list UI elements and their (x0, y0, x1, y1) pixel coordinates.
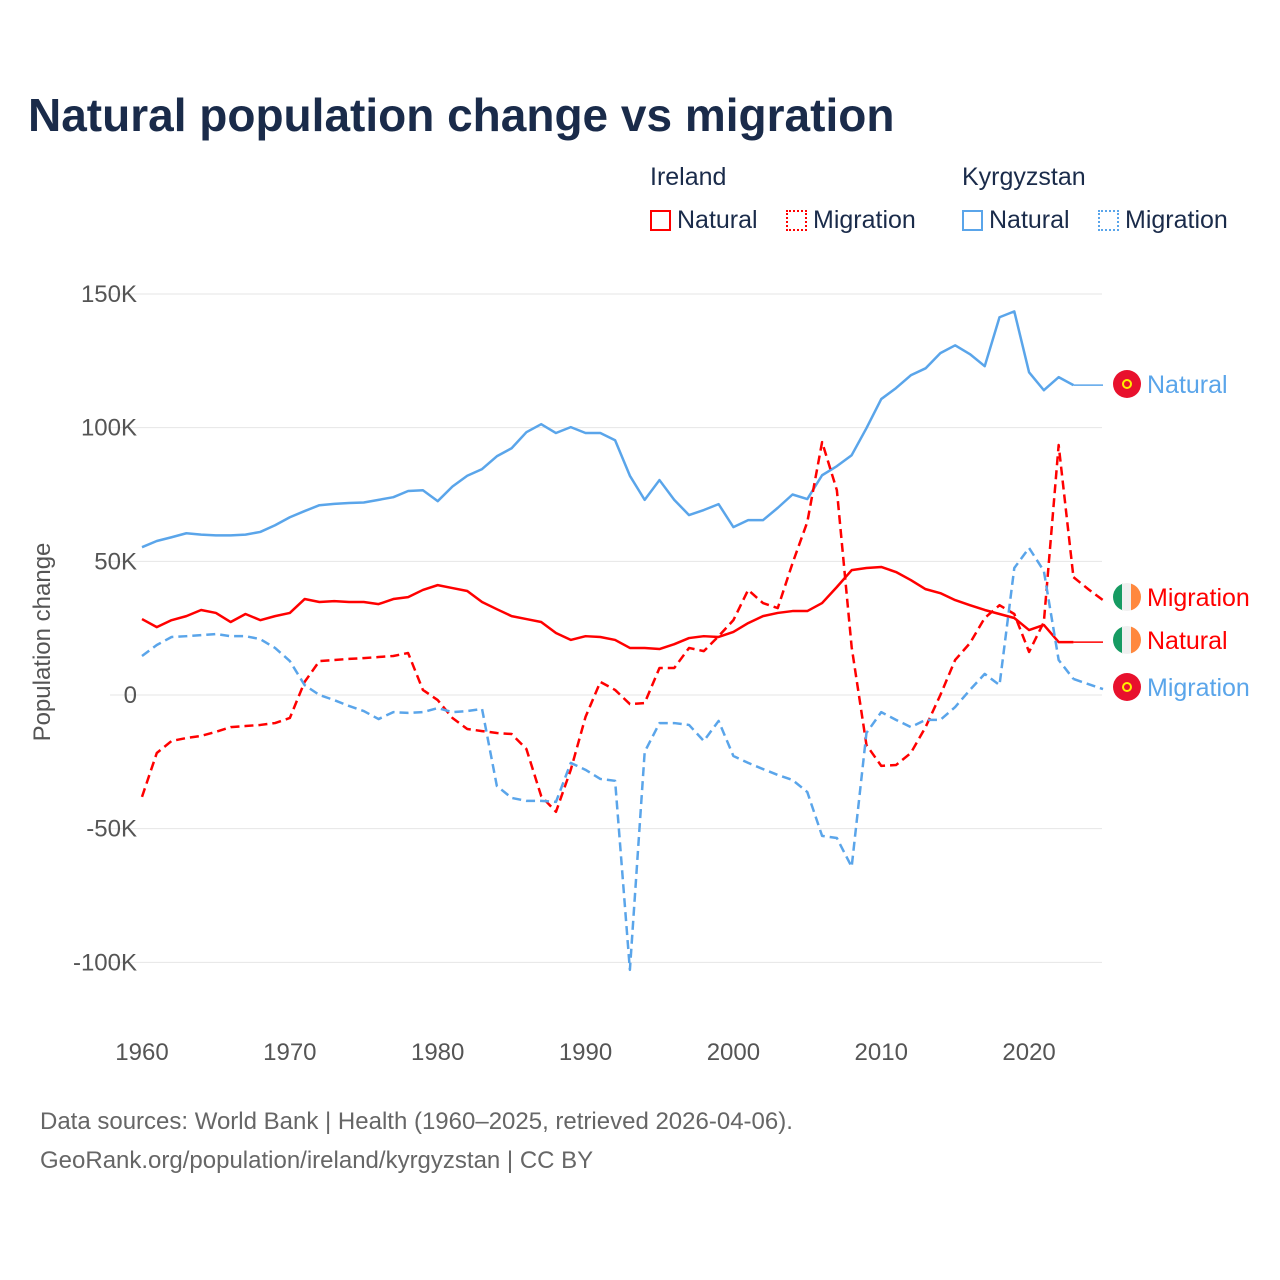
legend-label: Natural (677, 206, 758, 234)
chart-title: Natural population change vs migration (28, 89, 895, 141)
legend-kyrgyzstan-migration[interactable]: Migration (1098, 206, 1228, 235)
y-axis-label: Population change (29, 543, 56, 742)
legend-ireland-natural[interactable]: Natural (650, 206, 758, 235)
legend-ireland-migration[interactable]: Migration (786, 206, 916, 235)
x-tick-label: 2010 (855, 1039, 908, 1066)
legend-swatch-dotted (1098, 210, 1119, 231)
ireland-flag-icon (1113, 583, 1141, 611)
end-label: Migration (1147, 584, 1250, 612)
y-tick-label: -50K (86, 816, 137, 843)
series-line-ireland-natural (141, 565, 1074, 651)
plot-area: 150K 100K 50K 0 -50K -100K 1960 1970 1980 1990 200… (29, 281, 1250, 1066)
kyrgyzstan-flag-icon (1113, 673, 1141, 701)
legend-label: Natural (989, 206, 1070, 234)
legend-label: Migration (1125, 206, 1228, 234)
series-line-kyrgyzstan-migration (141, 546, 1075, 972)
y-tick-label: -100K (73, 949, 137, 976)
series-line-ireland-migration (140, 440, 1075, 814)
end-label: Natural (1147, 627, 1228, 655)
ireland-flag-icon (1113, 626, 1141, 654)
legend-swatch-solid (962, 210, 983, 231)
end-label: Natural (1147, 371, 1228, 399)
legend-swatch-dotted (786, 210, 807, 231)
y-tick-label: 50K (94, 548, 137, 575)
y-tick-label: 150K (81, 281, 137, 308)
legend-group-ireland: Ireland (650, 163, 727, 191)
y-tick-label: 0 (124, 682, 137, 709)
x-tick-label: 1970 (263, 1039, 316, 1066)
x-tick-label: 1990 (559, 1039, 612, 1066)
end-label: Migration (1147, 674, 1250, 702)
legend-kyrgyzstan-natural[interactable]: Natural (962, 206, 1070, 235)
x-tick-label: 2000 (707, 1039, 760, 1066)
legend-swatch-solid (650, 210, 671, 231)
footer-sources: Data sources: World Bank | Health (1960–… (40, 1108, 793, 1135)
y-tick-label: 100K (81, 415, 137, 442)
kyrgyzstan-flag-icon (1113, 370, 1141, 398)
footer-link[interactable]: GeoRank.org/population/ireland/kyrgyzsta… (40, 1147, 594, 1174)
series-projection (1072, 576, 1104, 602)
x-tick-label: 2020 (1002, 1039, 1055, 1066)
legend-group-kyrgyzstan: Kyrgyzstan (962, 163, 1086, 191)
x-tick-label: 1960 (115, 1039, 168, 1066)
x-tick-label: 1980 (411, 1039, 464, 1066)
series-line-kyrgyzstan-natural (141, 310, 1075, 549)
legend-label: Migration (813, 206, 916, 234)
